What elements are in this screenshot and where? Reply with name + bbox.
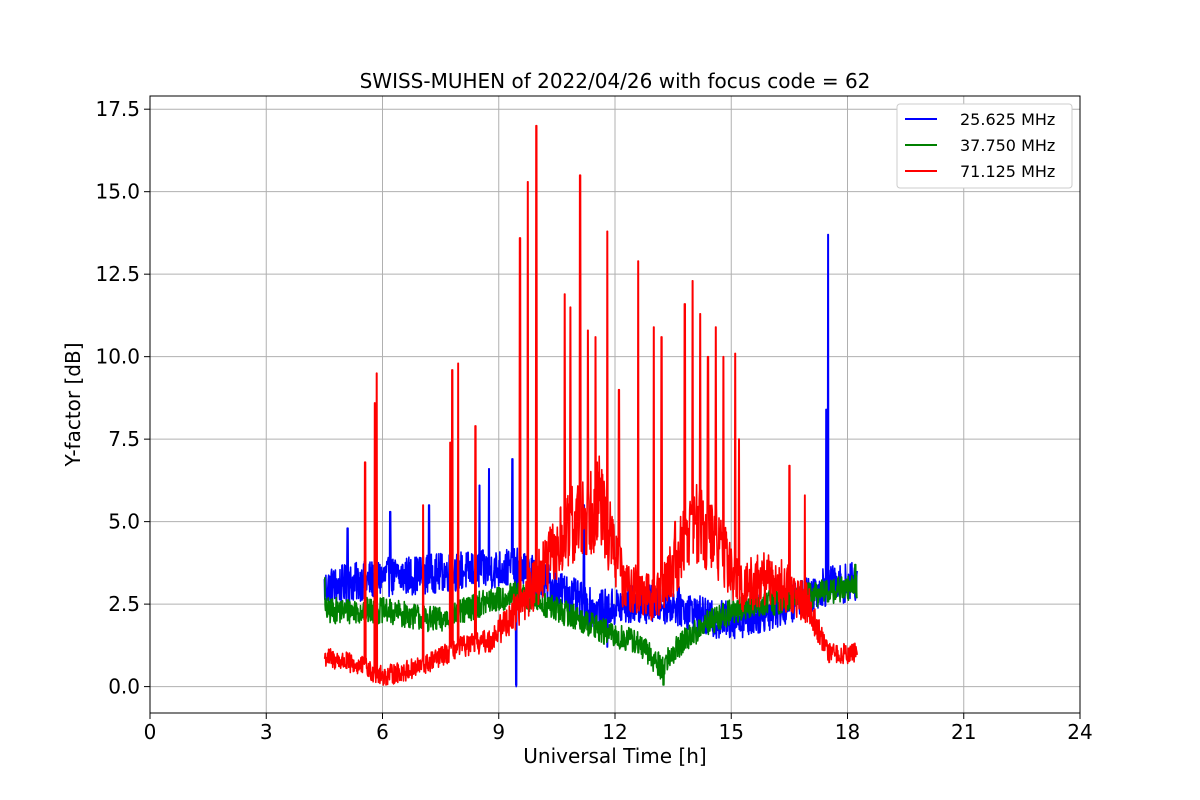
x-tick-label: 0	[144, 720, 157, 744]
x-tick-label: 24	[1067, 720, 1092, 744]
legend-label: 71.125 MHz	[960, 162, 1055, 181]
y-tick-label: 10.0	[95, 345, 140, 369]
y-tick-label: 0.0	[108, 675, 140, 699]
series-line	[323, 233, 858, 688]
y-tick-label: 2.5	[108, 592, 140, 616]
y-tick-label: 7.5	[108, 427, 140, 451]
legend: 25.625 MHz 37.750 MHz 71.125 MHz	[896, 103, 1073, 189]
x-axis: 0 3 6 9 12 15 18 21 24	[144, 713, 1093, 744]
x-tick-label: 15	[719, 720, 744, 744]
x-tick-label: 18	[835, 720, 860, 744]
x-axis-label: Universal Time [h]	[523, 744, 706, 768]
y-tick-label: 5.0	[108, 510, 140, 534]
series-line	[324, 563, 858, 686]
series-layer	[323, 124, 858, 688]
y-tick-label: 12.5	[95, 262, 140, 286]
legend-label: 25.625 MHz	[960, 110, 1055, 129]
x-tick-label: 21	[951, 720, 976, 744]
x-tick-label: 3	[260, 720, 273, 744]
chart-title: SWISS-MUHEN of 2022/04/26 with focus cod…	[360, 69, 871, 93]
legend-box	[896, 103, 1073, 189]
x-tick-label: 6	[376, 720, 389, 744]
x-tick-label: 12	[602, 720, 627, 744]
y-axis-label: Y-factor [dB]	[61, 342, 85, 467]
y-axis: 0.0 2.5 5.0 7.5 10.0 12.5 15.0 17.5	[95, 97, 150, 699]
y-tick-label: 17.5	[95, 97, 140, 121]
x-tick-label: 9	[492, 720, 505, 744]
series-line	[323, 124, 858, 686]
legend-label: 37.750 MHz	[960, 136, 1055, 155]
y-tick-label: 15.0	[95, 180, 140, 204]
